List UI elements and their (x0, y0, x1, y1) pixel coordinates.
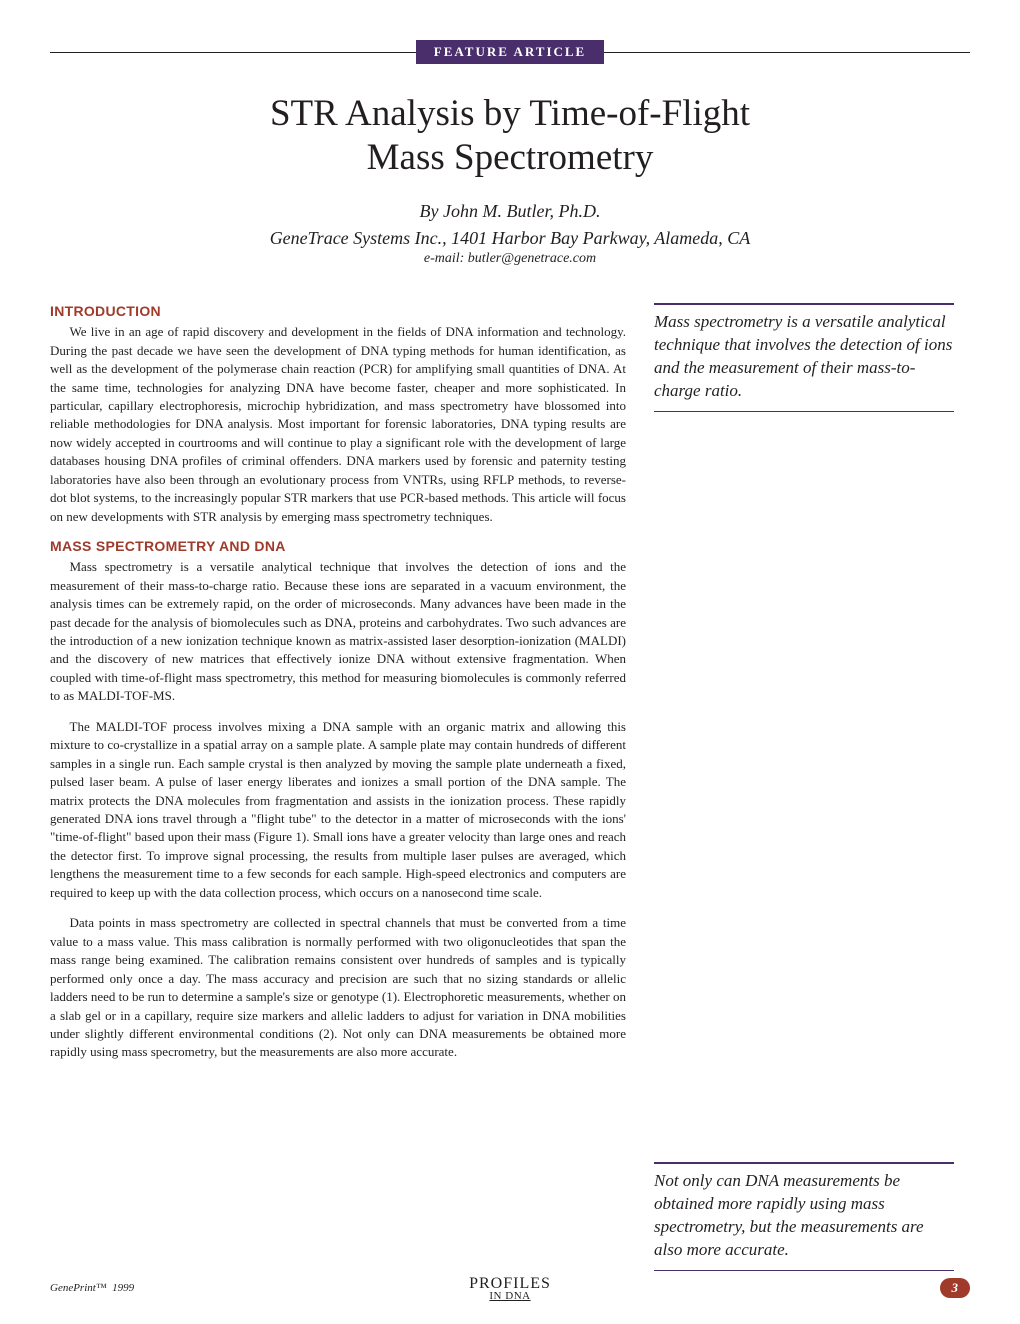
page-footer: GenePrint™ 1999 PROFILES IN DNA 3 (50, 1278, 970, 1298)
title-line-2: Mass Spectrometry (367, 137, 654, 178)
banner-rule-left (50, 52, 416, 53)
content-columns: INTRODUCTION We live in an age of rapid … (50, 303, 970, 1271)
side-column: Mass spectrometry is a versatile analyti… (654, 303, 954, 1271)
intro-paragraph-1: We live in an age of rapid discovery and… (50, 323, 626, 526)
main-column: INTRODUCTION We live in an age of rapid … (50, 303, 626, 1271)
author-email: e-mail: butler@genetrace.com (50, 251, 970, 267)
title-line-1: STR Analysis by Time-of-Flight (270, 93, 750, 134)
pull-quote-2: Not only can DNA measurements be obtaine… (654, 1162, 954, 1271)
footer-year: 1999 (112, 1282, 134, 1294)
banner-rule-right (604, 52, 970, 53)
ms-paragraph-2: The MALDI-TOF process involves mixing a … (50, 718, 626, 903)
pull-quote-1: Mass spectrometry is a versatile analyti… (654, 303, 954, 412)
footer-logo: PROFILES IN DNA (469, 1275, 551, 1302)
page-number-badge: 3 (940, 1278, 971, 1298)
author-byline: By John M. Butler, Ph.D. (50, 199, 970, 224)
footer-brand: GenePrint™ 1999 (50, 1282, 134, 1294)
ms-paragraph-3: Data points in mass spectrometry are col… (50, 914, 626, 1062)
feature-banner: FEATURE ARTICLE (416, 40, 604, 64)
section-heading-introduction: INTRODUCTION (50, 303, 626, 319)
footer-brand-name: GenePrint™ (50, 1282, 107, 1294)
article-title: STR Analysis by Time-of-Flight Mass Spec… (50, 92, 970, 181)
banner-row: FEATURE ARTICLE (50, 40, 970, 64)
section-heading-mass-spectrometry: MASS SPECTROMETRY AND DNA (50, 538, 626, 554)
author-affiliation: GeneTrace Systems Inc., 1401 Harbor Bay … (50, 226, 970, 251)
ms-paragraph-1: Mass spectrometry is a versatile analyti… (50, 558, 626, 706)
